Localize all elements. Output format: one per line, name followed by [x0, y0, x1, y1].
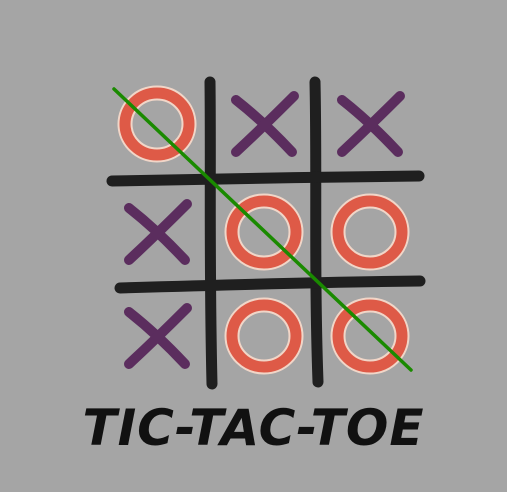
winning-strike: [112, 87, 413, 372]
game-board: [106, 76, 426, 390]
board-grid: [106, 76, 426, 390]
cell-2-1-o-mark: [224, 297, 304, 375]
cell-1-0-x-mark: [124, 199, 192, 265]
strike-line: [112, 87, 413, 372]
cell-2-0-x-mark: [124, 303, 192, 369]
cell-0-1-x-mark: [231, 91, 299, 157]
grid-line-horizontal-1: [106, 170, 425, 187]
grid-line-horizontal-2: [114, 275, 426, 294]
cell-0-2-x-mark: [337, 91, 405, 157]
cell-1-1-o-mark: [224, 193, 304, 271]
board-marks: [117, 85, 410, 375]
game-title: TIC-TAC-TOE: [82, 399, 425, 457]
grid-line-vertical-2: [309, 76, 324, 388]
grid-line-vertical-1: [204, 76, 218, 390]
cell-0-0-o-mark: [117, 85, 197, 163]
cell-2-2-o-mark: [330, 297, 410, 375]
cell-1-2-o-mark: [330, 193, 410, 271]
